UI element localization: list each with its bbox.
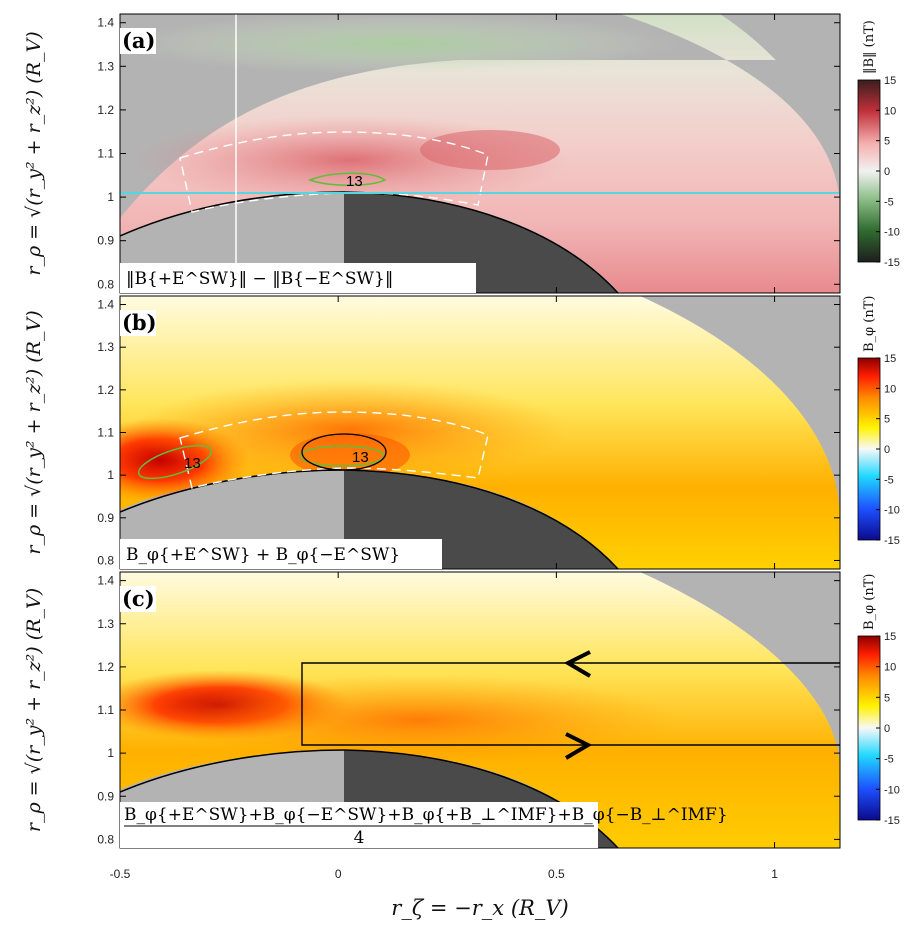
y-tick-label: 1.2	[97, 103, 114, 117]
y-axis-label: r_ρ = √(r_y² + r_z²) (R_V)	[23, 310, 45, 554]
y-tick-label: 1.2	[97, 660, 114, 674]
contour-label: 13	[184, 455, 201, 472]
y-tick-label: 1.1	[97, 426, 114, 440]
panel-a-hotspot	[420, 130, 560, 170]
y-tick-label: 1.3	[97, 59, 114, 73]
contour-label: 13	[352, 449, 369, 466]
contour-13-b-center	[299, 445, 385, 467]
panel-c-outside-domain	[710, 572, 840, 700]
y-axis-label: r_ρ = √(r_y² + r_z²) (R_V)	[23, 588, 45, 832]
panel-label-background	[120, 586, 156, 612]
colorbar-title: B_φ (nT)	[862, 574, 877, 630]
y-tick-label: 1.2	[97, 383, 114, 397]
y-tick-label: 0.9	[97, 511, 114, 525]
x-tick-label: -0.5	[110, 867, 131, 881]
panel-a-green-region	[120, 14, 680, 74]
colorbar-tick-label: -5	[884, 754, 894, 766]
y-tick-label: 1.1	[97, 703, 114, 717]
x-tick-label: 0.5	[548, 867, 565, 881]
colorbar-tick-label: 0	[884, 166, 890, 178]
contour-label: 13	[346, 173, 363, 190]
panel-a-outside-domain	[720, 14, 840, 140]
dashed-region-a	[179, 131, 489, 213]
colorbar-tick-label: 15	[884, 353, 896, 365]
colorbar-tick-label: -15	[884, 815, 900, 827]
colorbar-tick-label: 0	[884, 723, 890, 735]
colorbar-title: ‖B‖ (nT)	[862, 20, 877, 74]
expression-numerator: B_φ{+E^SW}+B_φ{−E^SW}+B_φ{+B_⊥^IMF}+B_φ{…	[124, 805, 728, 825]
panel-label-background	[120, 310, 156, 336]
colorbar-tick-label: -10	[884, 505, 900, 517]
panel-b-outside-domain	[700, 296, 840, 430]
colorbar-tick-label: 10	[884, 105, 896, 117]
panel-a	[120, 14, 840, 293]
y-tick-label: 1.3	[97, 340, 114, 354]
colorbar-tick-label: -10	[884, 227, 900, 239]
y-tick-label: 1	[107, 190, 114, 204]
planet-limb-c	[120, 749, 619, 848]
panel-b-hotspot-center	[290, 433, 410, 477]
y-tick-label: 1.1	[97, 147, 114, 161]
colorbar-title: B_φ (nT)	[862, 296, 877, 352]
colorbar-tick-label: -15	[884, 535, 900, 547]
y-tick-label: 0.8	[97, 553, 114, 567]
y-tick-label: 0.9	[97, 789, 114, 803]
panel-label: (c)	[122, 586, 155, 611]
contour-13-a	[307, 172, 387, 186]
x-tick-label: 1	[771, 867, 778, 881]
colorbar-tick-label: 5	[884, 136, 890, 148]
expression-background	[120, 802, 598, 848]
x-tick-label: 0	[335, 867, 342, 881]
y-tick-label: 0.9	[97, 234, 114, 248]
panel-label-background	[120, 28, 156, 54]
arrow-left	[563, 650, 592, 678]
panel-c	[120, 572, 840, 848]
expression-background	[120, 539, 442, 569]
colorbar-tick-label: 5	[884, 692, 890, 704]
expression-background	[120, 263, 476, 293]
panel-b	[120, 296, 840, 569]
y-tick-label: 1.4	[97, 16, 114, 30]
colorbar-tick-label: 0	[884, 444, 890, 456]
colorbar-tick-label: 10	[884, 662, 896, 674]
y-tick-label: 1.4	[97, 574, 114, 588]
panel-label: (a)	[122, 28, 155, 53]
y-tick-label: 1	[107, 468, 114, 482]
expression-label: B_φ{+E^SW} + B_φ{−E^SW}	[126, 545, 400, 565]
colorbar-tick-label: -15	[884, 257, 900, 269]
contour-13-b-left	[137, 444, 213, 480]
panel-b-warm-band	[130, 380, 570, 480]
panel-c-warm-band	[160, 675, 680, 765]
axes-layer: 1.4 1.3 1.2 1.1 1 0.9 0.8 r_ρ = √(r_y² + r_z²) …	[23, 14, 900, 920]
y-tick-label: 0.8	[97, 832, 114, 846]
y-axis-label: r_ρ = √(r_y² + r_z²) (R_V)	[23, 31, 45, 275]
expression-denominator: 4	[354, 828, 365, 848]
y-tick-label: 1.3	[97, 617, 114, 631]
colorbar-tick-label: 10	[884, 383, 896, 395]
dashed-region-b	[179, 411, 489, 489]
y-tick-label: 1.4	[97, 298, 114, 312]
colorbar-tick-label: -5	[884, 196, 894, 208]
colorbar-tick-label: 5	[884, 414, 890, 426]
y-tick-label: 1	[107, 746, 114, 760]
x-axis-label: r_ζ = −r_x (R_V)	[391, 896, 568, 920]
y-tick-label: 0.8	[97, 277, 114, 291]
expression-label: ‖B{+E^SW}‖ − ‖B{−E^SW}‖	[126, 269, 393, 289]
arrow-right	[564, 732, 593, 760]
panel-label: (b)	[122, 310, 157, 335]
black-contour-b	[301, 433, 387, 471]
colorbar-tick-label: -5	[884, 474, 894, 486]
colorbar-tick-label: -10	[884, 784, 900, 796]
colorbar-tick-label: 15	[884, 75, 896, 87]
colorbar-tick-label: 15	[884, 631, 896, 643]
